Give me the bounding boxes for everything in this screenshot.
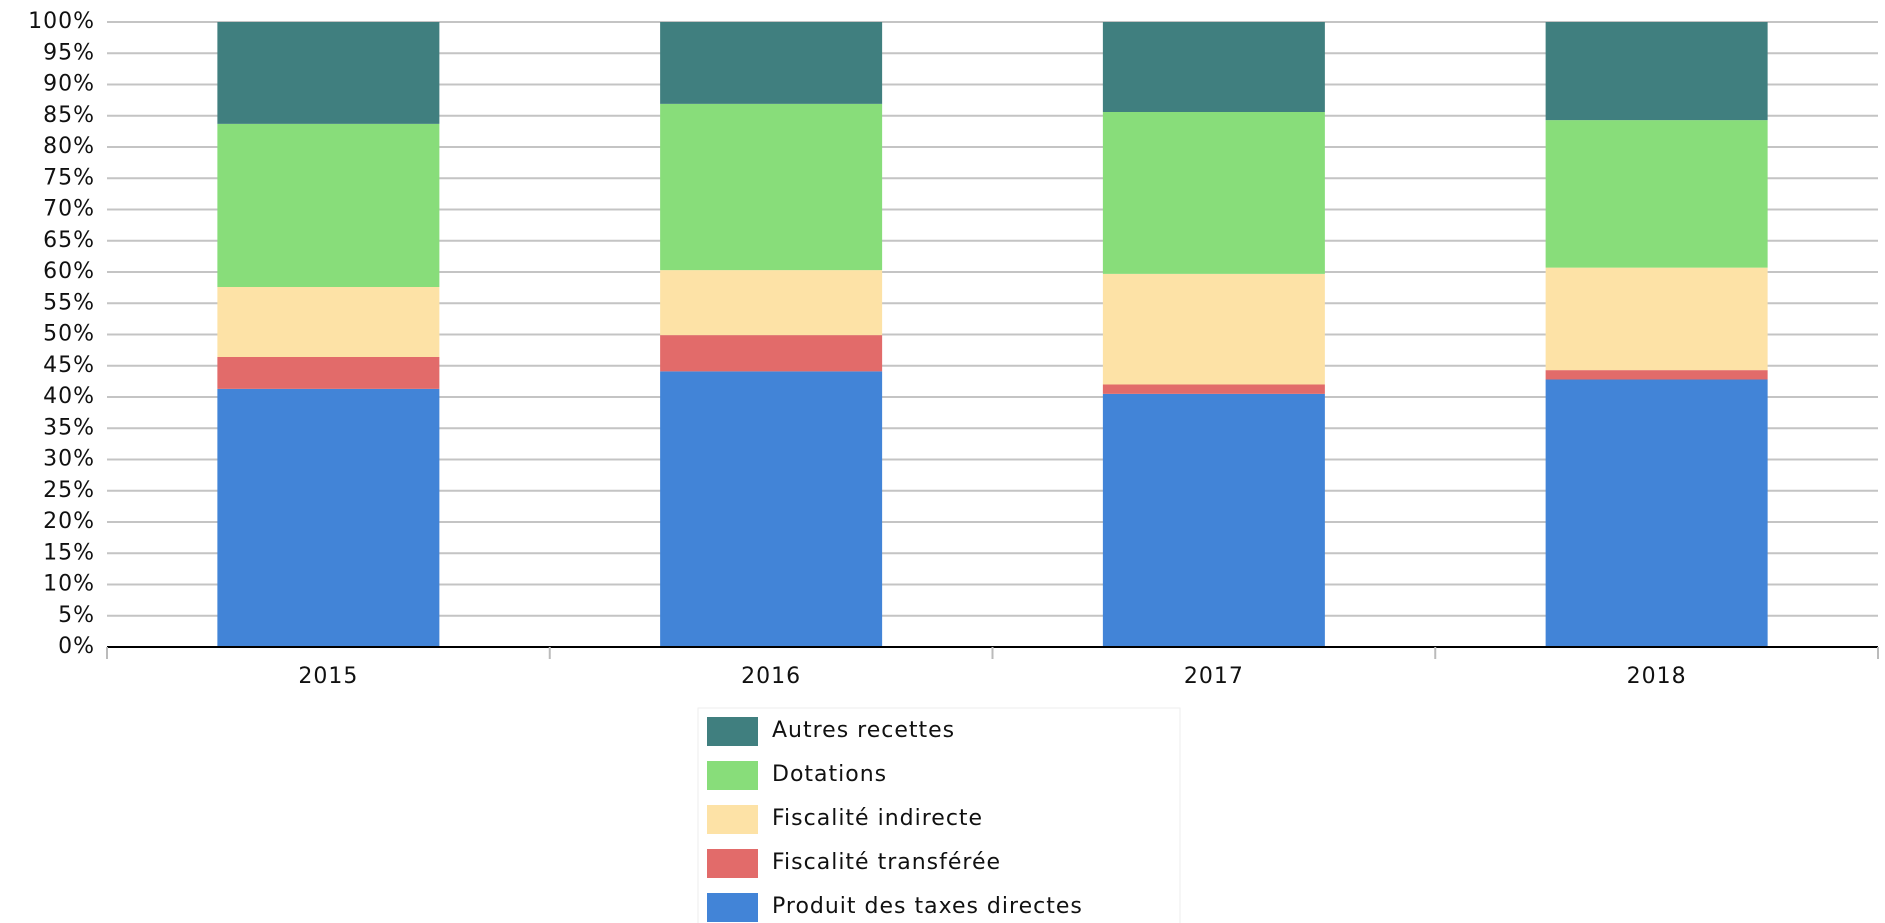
y-tick-label: 80% [43,134,95,159]
legend-label: Produit des taxes directes [772,894,1083,919]
y-tick-label: 15% [43,540,95,565]
y-tick-label: 25% [43,478,95,503]
y-tick-label: 5% [58,603,95,628]
legend-label: Fiscalité transférée [772,850,1001,875]
legend-label: Fiscalité indirecte [772,806,983,831]
bar-segment [1102,112,1325,274]
legend-swatch [707,805,758,834]
y-tick-label: 20% [43,509,95,534]
legend-label: Dotations [772,762,887,787]
bar-segment [660,22,883,104]
y-tick-label: 10% [43,572,95,597]
y-tick-label: 70% [43,197,95,222]
legend-swatch [707,761,758,790]
bar-segment [1102,22,1325,112]
bar-segment [660,335,883,372]
legend-swatch [707,717,758,746]
legend-box [697,707,1181,923]
y-tick-label: 45% [43,353,95,378]
x-tick-label: 2017 [1184,664,1244,689]
x-tick-label: 2015 [298,664,358,689]
y-tick-label: 35% [43,415,95,440]
bar-segment [217,357,440,389]
bar-segment [217,123,440,287]
bar-segment [1545,120,1768,268]
y-tick-label: 40% [43,384,95,409]
legend-swatch [707,849,758,878]
bar-segment [660,103,883,271]
y-tick-label: 55% [43,290,95,315]
legend-swatch [707,893,758,922]
y-tick-label: 30% [43,447,95,472]
bar-segment [1545,22,1768,121]
bar-segment [660,371,883,647]
x-tick-label: 2018 [1627,664,1687,689]
y-tick-label: 100% [28,9,95,34]
bar-segment [1545,267,1768,371]
bar-segment [1102,384,1325,394]
bar-segment [1102,393,1325,647]
bar-segment [217,287,440,357]
x-tick-label: 2016 [741,664,801,689]
bar-segment [1545,370,1768,380]
bar-segment [217,22,440,124]
bar-segment [1545,379,1768,647]
y-tick-label: 95% [43,40,95,65]
y-tick-label: 50% [43,322,95,347]
y-tick-label: 0% [58,634,95,659]
y-tick-label: 65% [43,228,95,253]
y-tick-label: 60% [43,259,95,284]
bar-segment [660,270,883,336]
y-tick-label: 75% [43,165,95,190]
bar-segment [1102,273,1325,385]
y-tick-label: 85% [43,103,95,128]
y-tick-label: 90% [43,72,95,97]
legend-label: Autres recettes [772,718,955,743]
bar-segment [217,388,440,647]
